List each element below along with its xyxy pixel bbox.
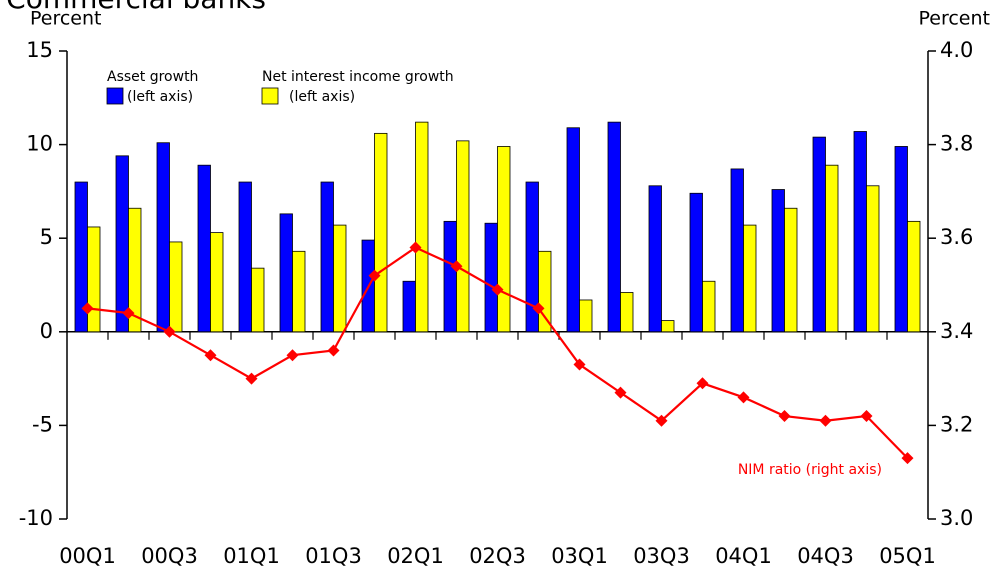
bar — [333, 224, 347, 333]
chart-title: Commercial banks — [6, 0, 266, 15]
x-tick-label: 00Q1 — [59, 544, 116, 568]
bar — [197, 164, 211, 333]
marker — [327, 344, 340, 357]
marker — [737, 391, 750, 404]
bar — [292, 250, 306, 333]
y-tick-label: 0 — [40, 319, 53, 343]
bar — [866, 185, 880, 333]
x-tick-label: 04Q3 — [797, 544, 854, 568]
bar — [648, 185, 662, 333]
y2-tick-label: 3.4 — [940, 319, 973, 343]
bar — [210, 232, 224, 333]
bar — [702, 280, 716, 333]
x-tick-label: 01Q3 — [305, 544, 362, 568]
bar — [812, 136, 826, 333]
marker — [450, 260, 463, 273]
marker — [204, 349, 217, 362]
y2-axis-label: Percent — [919, 8, 991, 30]
bar — [169, 241, 183, 333]
legend-swatch — [261, 87, 279, 105]
bar — [484, 222, 498, 333]
marker — [573, 358, 586, 371]
legend-label: Asset growth — [107, 69, 198, 85]
y2-tick-label: 3.6 — [940, 225, 973, 249]
y-tick-label: -10 — [19, 506, 53, 530]
x-tick-label: 00Q3 — [141, 544, 198, 568]
bar — [620, 292, 634, 333]
bar — [456, 140, 470, 333]
marker — [245, 372, 258, 385]
bar — [251, 267, 265, 333]
line-label: NIM ratio (right axis) — [738, 462, 882, 478]
marker — [819, 414, 832, 427]
bar — [661, 320, 675, 333]
marker — [901, 452, 914, 465]
x-tick-label: 03Q3 — [633, 544, 690, 568]
marker — [614, 386, 627, 399]
bar — [894, 146, 908, 333]
legend-label: Net interest income growth — [262, 69, 454, 85]
marker — [368, 269, 381, 282]
y2-tick-label: 3.0 — [940, 506, 973, 530]
bar — [115, 155, 129, 333]
y-tick-label: 5 — [40, 225, 53, 249]
marker — [81, 302, 94, 315]
x-tick-label: 03Q1 — [551, 544, 608, 568]
bar — [128, 207, 142, 333]
marker — [122, 307, 135, 320]
x-tick-label: 05Q1 — [879, 544, 936, 568]
marker — [778, 410, 791, 423]
bar — [156, 142, 170, 333]
bar — [579, 299, 593, 333]
bar — [443, 220, 457, 333]
bar — [784, 207, 798, 333]
marker — [860, 410, 873, 423]
bar — [566, 127, 580, 333]
bar — [538, 250, 552, 333]
x-tick-label: 01Q1 — [223, 544, 280, 568]
y2-tick-label: 3.2 — [940, 412, 973, 436]
x-tick-label: 04Q1 — [715, 544, 772, 568]
bar — [743, 224, 757, 333]
marker — [286, 349, 299, 362]
x-tick-label: 02Q3 — [469, 544, 526, 568]
legend-note: (left axis) — [289, 89, 355, 105]
y-tick-label: 15 — [26, 38, 53, 62]
bar — [853, 131, 867, 333]
bar — [87, 226, 101, 333]
bar — [279, 213, 293, 333]
marker — [163, 325, 176, 338]
bar — [415, 121, 429, 333]
bar — [320, 181, 334, 333]
marker — [532, 302, 545, 315]
y2-tick-label: 4.0 — [940, 38, 973, 62]
bar — [497, 146, 511, 333]
bar — [689, 192, 703, 333]
bar — [907, 220, 921, 333]
bar — [374, 132, 388, 333]
y-tick-label: 10 — [26, 132, 53, 156]
marker — [491, 283, 504, 296]
bar — [238, 181, 252, 333]
bar — [402, 280, 416, 333]
marker — [409, 241, 422, 254]
bar — [607, 121, 621, 333]
y2-tick-label: 3.8 — [940, 132, 973, 156]
bar — [825, 164, 839, 333]
marker — [696, 377, 709, 390]
x-tick-label: 02Q1 — [387, 544, 444, 568]
legend-note: (left axis) — [127, 89, 193, 105]
y-axis-label: Percent — [30, 8, 102, 30]
marker — [655, 414, 668, 427]
bar — [730, 168, 744, 333]
y-tick-label: -5 — [32, 412, 53, 436]
legend-swatch — [106, 87, 124, 105]
bar — [771, 189, 785, 333]
